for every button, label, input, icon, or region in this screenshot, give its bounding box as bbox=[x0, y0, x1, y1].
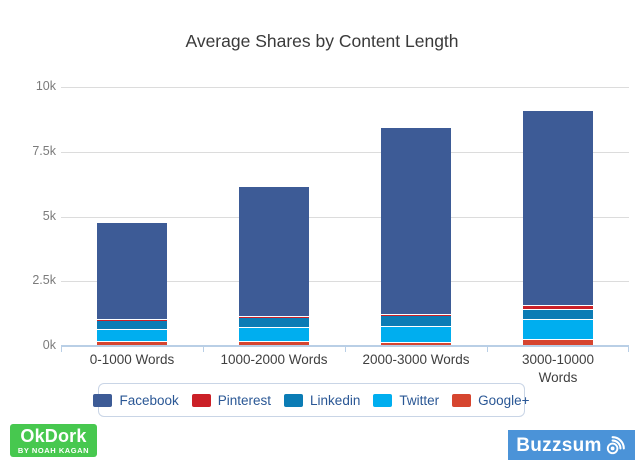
legend-label-facebook: Facebook bbox=[119, 392, 179, 408]
x-axis-tick bbox=[345, 345, 346, 352]
bar-segment-facebook[interactable] bbox=[97, 222, 167, 321]
y-axis-labels: 0k 2.5k 5k 7.5k 10k bbox=[0, 79, 56, 352]
legend-swatch-google-plus bbox=[452, 393, 472, 407]
bar-segment-twitter[interactable] bbox=[97, 329, 167, 343]
bar-segment-google-plus[interactable] bbox=[97, 342, 167, 345]
bar-segment-pinterest[interactable] bbox=[523, 306, 593, 310]
gridline-2.5k bbox=[61, 281, 629, 283]
legend-item-pinterest[interactable]: Pinterest bbox=[191, 392, 272, 408]
stacked-bar--words bbox=[381, 128, 451, 345]
x-axis-tick bbox=[628, 345, 629, 352]
bar-segment-google-plus[interactable] bbox=[239, 342, 309, 345]
legend-swatch-twitter bbox=[373, 393, 393, 407]
x-axis-label: 3000-10000 Words bbox=[521, 352, 595, 385]
gridline-5k bbox=[61, 216, 629, 218]
x-axis-label: 0-1000 Words bbox=[89, 352, 175, 367]
bar-segment-pinterest[interactable] bbox=[97, 320, 167, 321]
legend-swatch-linkedin bbox=[284, 393, 304, 407]
bar-segment-linkedin[interactable] bbox=[523, 309, 593, 320]
x-axis-tick bbox=[61, 345, 62, 352]
bar-segment-facebook[interactable] bbox=[523, 110, 593, 307]
legend-item-google-plus[interactable]: Google+ bbox=[452, 392, 530, 408]
buzzsumo-sonar-icon bbox=[606, 435, 625, 454]
bar-segment-linkedin[interactable] bbox=[381, 315, 451, 327]
bar-segment-twitter[interactable] bbox=[523, 319, 593, 341]
legend-item-linkedin[interactable]: Linkedin bbox=[284, 393, 360, 408]
legend-box: Facebook Pinterest Linkedin Twitter Google+ bbox=[93, 383, 530, 417]
bar-segment-pinterest[interactable] bbox=[381, 314, 451, 316]
plot-area bbox=[61, 87, 629, 352]
bar-segment-google-plus[interactable] bbox=[523, 340, 593, 345]
bar-segment-facebook[interactable] bbox=[381, 128, 451, 315]
buzzsumo-logo[interactable]: Buzzsum bbox=[508, 430, 635, 460]
bar-segment-linkedin[interactable] bbox=[239, 317, 309, 328]
bar-segment-twitter[interactable] bbox=[239, 327, 309, 343]
legend-item-facebook[interactable]: Facebook bbox=[93, 392, 179, 408]
legend-label-pinterest: Pinterest bbox=[217, 392, 272, 408]
legend-swatch-facebook bbox=[93, 393, 113, 407]
gridline-0k bbox=[61, 345, 629, 347]
chart-title: Average Shares by Content Length bbox=[185, 31, 459, 51]
legend-label-twitter: Twitter bbox=[399, 392, 440, 408]
bar-segment-twitter[interactable] bbox=[381, 326, 451, 343]
x-axis-label: 2000-3000 Words bbox=[362, 352, 470, 367]
y-axis-label-0k: 0k bbox=[42, 338, 56, 352]
gridline-10k bbox=[61, 87, 629, 88]
bar-segment-facebook[interactable] bbox=[239, 186, 309, 318]
stacked-bar-- bbox=[523, 110, 593, 345]
x-axis-tick bbox=[487, 345, 488, 352]
y-axis-label-10k: 10k bbox=[35, 79, 56, 93]
buzzsumo-logo-text: Buzzsum bbox=[516, 434, 602, 456]
okdork-logo-subtitle: BY NOAH KAGAN bbox=[17, 446, 90, 455]
okdork-logo[interactable]: OkDork BY NOAH KAGAN bbox=[10, 424, 97, 457]
okdork-logo-title: OkDork bbox=[20, 426, 87, 446]
stacked-bar--words bbox=[97, 222, 167, 345]
y-axis-label-5k: 5k bbox=[42, 208, 56, 223]
x-axis-tick bbox=[203, 345, 204, 352]
legend-label-google-plus: Google+ bbox=[478, 392, 530, 408]
x-axis-label: 1000-2000 Words bbox=[220, 352, 328, 367]
legend-label-linkedin: Linkedin bbox=[310, 392, 361, 408]
y-axis-label-2.5k: 2.5k bbox=[32, 273, 56, 288]
legend-item-twitter[interactable]: Twitter bbox=[373, 393, 439, 408]
stacked-bar--words bbox=[239, 186, 309, 345]
legend-swatch-pinterest bbox=[191, 393, 211, 407]
y-axis-label-7.5k: 7.5k bbox=[32, 143, 56, 158]
gridline-7.5k bbox=[61, 151, 629, 153]
bar-segment-google-plus[interactable] bbox=[381, 342, 451, 345]
bar-segment-linkedin[interactable] bbox=[97, 320, 167, 330]
bar-segment-pinterest[interactable] bbox=[239, 317, 309, 318]
